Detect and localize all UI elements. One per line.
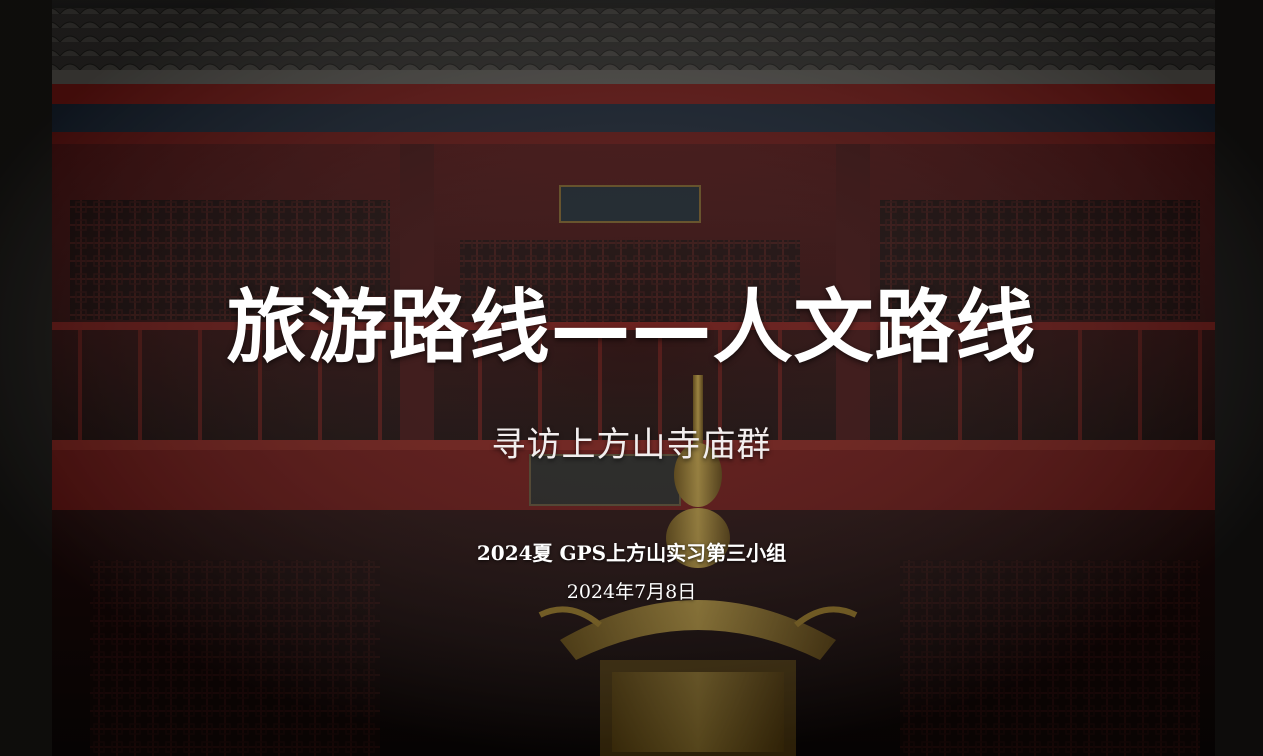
slide-title: 旅游路线——人文路线 [226,281,1037,374]
group-name: 2024夏 GPS上方山实习第三小组 [476,541,787,565]
slide-date: 2024年7月8日 [566,581,697,603]
slide-subtitle: 寻访上方山寺庙群 [491,425,772,465]
